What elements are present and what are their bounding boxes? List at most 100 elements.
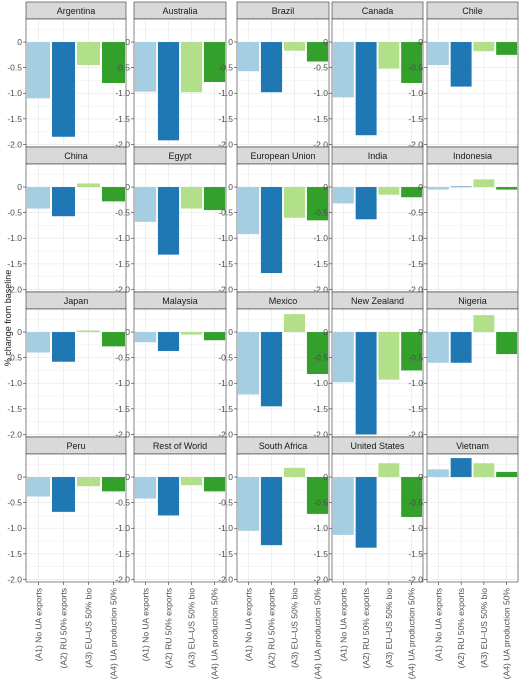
y-tick-label: -1.0 [218, 378, 233, 388]
y-tick-label: -2.0 [218, 284, 233, 294]
y-tick-label: -0.5 [115, 63, 130, 73]
panel-title: Peru [66, 441, 85, 451]
bar-1 [237, 187, 260, 235]
y-tick-label: -0.5 [115, 208, 130, 218]
bar-3 [180, 187, 203, 209]
bar-2 [157, 42, 180, 141]
y-tick-label: 0 [125, 327, 130, 337]
bar-3 [378, 42, 400, 69]
x-tick-label: (A3) EU–US 50% bio [384, 588, 394, 668]
y-tick-label: -2.0 [7, 284, 22, 294]
bar-4 [401, 477, 423, 517]
y-tick-label: -2.0 [218, 429, 233, 439]
panel-plot-area [134, 454, 226, 582]
y-tick-label: 0 [228, 182, 233, 192]
y-tick-label: 0 [323, 327, 328, 337]
bar-2 [355, 187, 377, 220]
y-tick-label: 0 [17, 327, 22, 337]
y-tick-label: -0.5 [218, 208, 233, 218]
bar-1 [332, 187, 354, 204]
bar-3 [283, 187, 306, 218]
bar-2 [450, 42, 472, 87]
bar-4 [203, 477, 226, 492]
bar-1 [332, 332, 354, 383]
y-tick-label: -1.0 [7, 233, 22, 243]
bar-1 [237, 332, 260, 395]
panel: Vietnam 0 -0.5 -1.0 -1.5 -2.0 [408, 436, 519, 585]
panel-title: Australia [162, 6, 197, 16]
y-tick-label: 0 [125, 37, 130, 47]
panel: Rest of World 0 -0.5 -1.0 -1.5 -2.0 [115, 436, 227, 585]
panel-title: Indonesia [453, 151, 492, 161]
bar-1 [27, 187, 50, 209]
y-tick-label: -2.0 [313, 574, 328, 584]
bar-3 [378, 187, 400, 195]
y-tick-label: -0.5 [218, 498, 233, 508]
x-tick-label: (A1) No UA exports [141, 588, 151, 661]
y-tick-label: 0 [228, 37, 233, 47]
panel-border [236, 453, 330, 583]
bar-4 [401, 332, 423, 371]
bar-2 [260, 187, 283, 274]
y-tick-label: -0.5 [313, 353, 328, 363]
x-tick-label: (A4) UA production 50% [407, 588, 417, 680]
y-tick-label: -1.0 [408, 523, 423, 533]
bar-3 [473, 315, 495, 333]
panel-plot-area [427, 164, 518, 292]
bar-1 [427, 469, 449, 478]
y-tick-label: -0.5 [408, 353, 423, 363]
bar-2 [157, 477, 180, 516]
bar-1 [134, 187, 157, 222]
y-tick-label: 0 [418, 37, 423, 47]
y-tick-label: -1.0 [115, 378, 130, 388]
panel: New Zealand 0 -0.5 -1.0 -1.5 -2.0 [313, 291, 424, 439]
y-tick-label: -1.0 [7, 378, 22, 388]
y-tick-label: -1.5 [7, 404, 22, 414]
x-tick-label: (A2) RU 50% exports [59, 588, 69, 668]
bar-4 [496, 187, 518, 190]
y-tick-label: -2.0 [408, 429, 423, 439]
y-tick-label: 0 [323, 37, 328, 47]
x-axis-labels: (A1) No UA exports (A2) RU 50% exports (A3… [34, 588, 512, 680]
y-tick-label: 0 [323, 472, 328, 482]
panel: United States 0 -0.5 -1.0 -1.5 -2.0 [313, 436, 424, 585]
bar-2 [450, 332, 472, 363]
x-tick-label: (A3) EU–US 50% bio [479, 588, 489, 668]
bar-3 [180, 42, 203, 93]
bar-3 [473, 179, 495, 188]
panel-plot-area [134, 164, 226, 292]
y-tick-label: -0.5 [313, 208, 328, 218]
panel: India 0 -0.5 -1.0 -1.5 -2.0 [313, 146, 424, 294]
y-tick-label: -1.5 [7, 549, 22, 559]
y-tick-label: 0 [323, 182, 328, 192]
y-tick-label: -1.0 [313, 523, 328, 533]
bar-2 [260, 332, 283, 407]
y-tick-label: -2.0 [408, 139, 423, 149]
x-tick-label: (A1) No UA exports [34, 588, 44, 661]
x-tick-label: (A3) EU–US 50% bio [84, 588, 94, 668]
y-tick-label: -1.0 [408, 88, 423, 98]
bar-1 [427, 332, 449, 363]
panel-plot-area [134, 309, 226, 437]
panel-title: India [368, 151, 388, 161]
panel-border [25, 453, 127, 583]
panel-title: Canada [362, 6, 394, 16]
y-tick-label: -2.0 [313, 284, 328, 294]
panel-title: Egypt [168, 151, 192, 161]
bar-4 [203, 187, 226, 211]
bar-3 [77, 477, 100, 487]
y-tick-label: -0.5 [7, 63, 22, 73]
bar-1 [134, 477, 157, 499]
y-tick-label: -1.5 [115, 114, 130, 124]
bar-2 [52, 332, 75, 362]
bar-2 [260, 477, 283, 546]
panel: Chile 0 -0.5 -1.0 -1.5 -2.0 [408, 1, 519, 149]
y-tick-label: -0.5 [115, 353, 130, 363]
y-tick-label: -1.5 [408, 404, 423, 414]
x-tick-label: (A2) RU 50% exports [456, 588, 466, 668]
y-tick-label: -1.5 [115, 404, 130, 414]
y-tick-label: -1.5 [7, 259, 22, 269]
y-tick-label: -1.5 [218, 259, 233, 269]
panel-plot-area [332, 164, 423, 292]
y-tick-label: -2.0 [218, 139, 233, 149]
